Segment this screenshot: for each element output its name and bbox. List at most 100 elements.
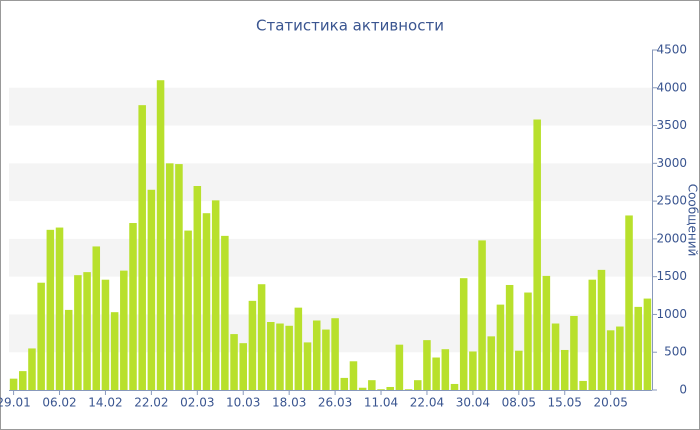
- bar: [423, 340, 431, 390]
- bar: [294, 307, 303, 390]
- bar: [64, 309, 73, 390]
- bar: [83, 272, 91, 390]
- y-tick-label: 4500: [656, 43, 687, 57]
- y-tick-label: 3000: [656, 156, 687, 170]
- bar: [267, 322, 275, 390]
- grid-band: [9, 87, 652, 126]
- bar: [193, 186, 202, 390]
- bar: [496, 304, 505, 390]
- bar: [570, 315, 578, 390]
- bar: [515, 350, 523, 390]
- bar: [9, 378, 18, 390]
- bar: [469, 351, 477, 390]
- bar: [28, 348, 36, 390]
- chart-title: Статистика активности: [256, 17, 444, 35]
- bar: [19, 371, 27, 390]
- bar: [138, 105, 146, 391]
- x-tick-label: 11.04: [364, 396, 398, 410]
- bar: [450, 383, 459, 390]
- bar: [643, 298, 652, 390]
- bar: [230, 334, 238, 390]
- bar: [55, 227, 64, 390]
- bar: [120, 270, 128, 390]
- bar: [312, 320, 321, 390]
- y-tick-label: 2500: [656, 194, 687, 208]
- bar: [487, 336, 496, 390]
- bar: [579, 380, 587, 390]
- bar: [221, 235, 229, 390]
- bar: [322, 329, 330, 390]
- bar: [542, 275, 551, 390]
- bar: [606, 330, 615, 390]
- bar: [349, 361, 358, 390]
- bar: [248, 300, 257, 390]
- y-tick-label: 2000: [656, 231, 687, 245]
- bar: [184, 230, 192, 390]
- bar: [165, 163, 174, 390]
- x-tick-label: 22.02: [134, 396, 168, 410]
- bar: [505, 284, 514, 390]
- bar: [110, 312, 119, 390]
- bar: [239, 343, 248, 390]
- bar: [92, 246, 101, 390]
- bar: [441, 349, 450, 390]
- x-tick-label: 14.02: [88, 396, 122, 410]
- bar: [404, 389, 413, 390]
- bar: [175, 164, 183, 390]
- bar: [597, 269, 606, 390]
- bar: [377, 389, 385, 390]
- y-tick-label: 1500: [656, 269, 687, 283]
- bar: [560, 349, 569, 390]
- x-tick-label: 10.03: [226, 396, 260, 410]
- y-tick-label: 1000: [656, 307, 687, 321]
- bar: [634, 306, 642, 390]
- bar: [524, 292, 532, 390]
- bar: [303, 342, 312, 390]
- y-tick-label: 0: [679, 383, 687, 397]
- bar: [331, 318, 339, 390]
- bar: [147, 189, 156, 390]
- bar: [340, 377, 349, 390]
- bar: [459, 278, 468, 390]
- x-tick-label: 26.03: [318, 396, 352, 410]
- bar: [276, 323, 284, 390]
- bar: [46, 229, 55, 390]
- bar: [211, 200, 220, 390]
- bar: [386, 386, 394, 390]
- x-tick-label: 22.04: [410, 396, 444, 410]
- bar: [129, 223, 137, 390]
- bar: [625, 215, 633, 390]
- y-tick-label: 3500: [656, 118, 687, 132]
- bar: [74, 275, 82, 390]
- bar: [37, 282, 45, 390]
- bar: [413, 380, 422, 390]
- bar: [156, 80, 165, 390]
- bar: [478, 240, 486, 390]
- grid-band: [9, 163, 652, 202]
- x-tick-label: 30.04: [456, 396, 490, 410]
- bar: [588, 279, 597, 390]
- bar: [257, 284, 266, 390]
- bar: [395, 344, 404, 390]
- bar: [368, 380, 376, 390]
- bar: [358, 387, 367, 390]
- bar: [533, 119, 541, 390]
- x-tick-label: 08.05: [502, 396, 536, 410]
- grid-band: [9, 238, 652, 277]
- x-tick-label: 15.05: [548, 396, 582, 410]
- bar: [101, 279, 110, 390]
- y-tick-label: 500: [664, 345, 687, 359]
- x-tick-label: 02.03: [180, 396, 214, 410]
- bar: [285, 325, 293, 390]
- bar: [616, 326, 624, 390]
- x-tick-label: 18.03: [272, 396, 306, 410]
- bar: [551, 323, 560, 390]
- x-tick-label: 06.02: [42, 396, 76, 410]
- x-tick-label: 29.01: [0, 396, 31, 410]
- x-tick-label: 20.05: [593, 396, 627, 410]
- bar: [432, 357, 440, 390]
- y-axis-label: Сообщений: [686, 184, 700, 257]
- bar: [202, 213, 211, 390]
- y-tick-label: 4000: [656, 80, 687, 94]
